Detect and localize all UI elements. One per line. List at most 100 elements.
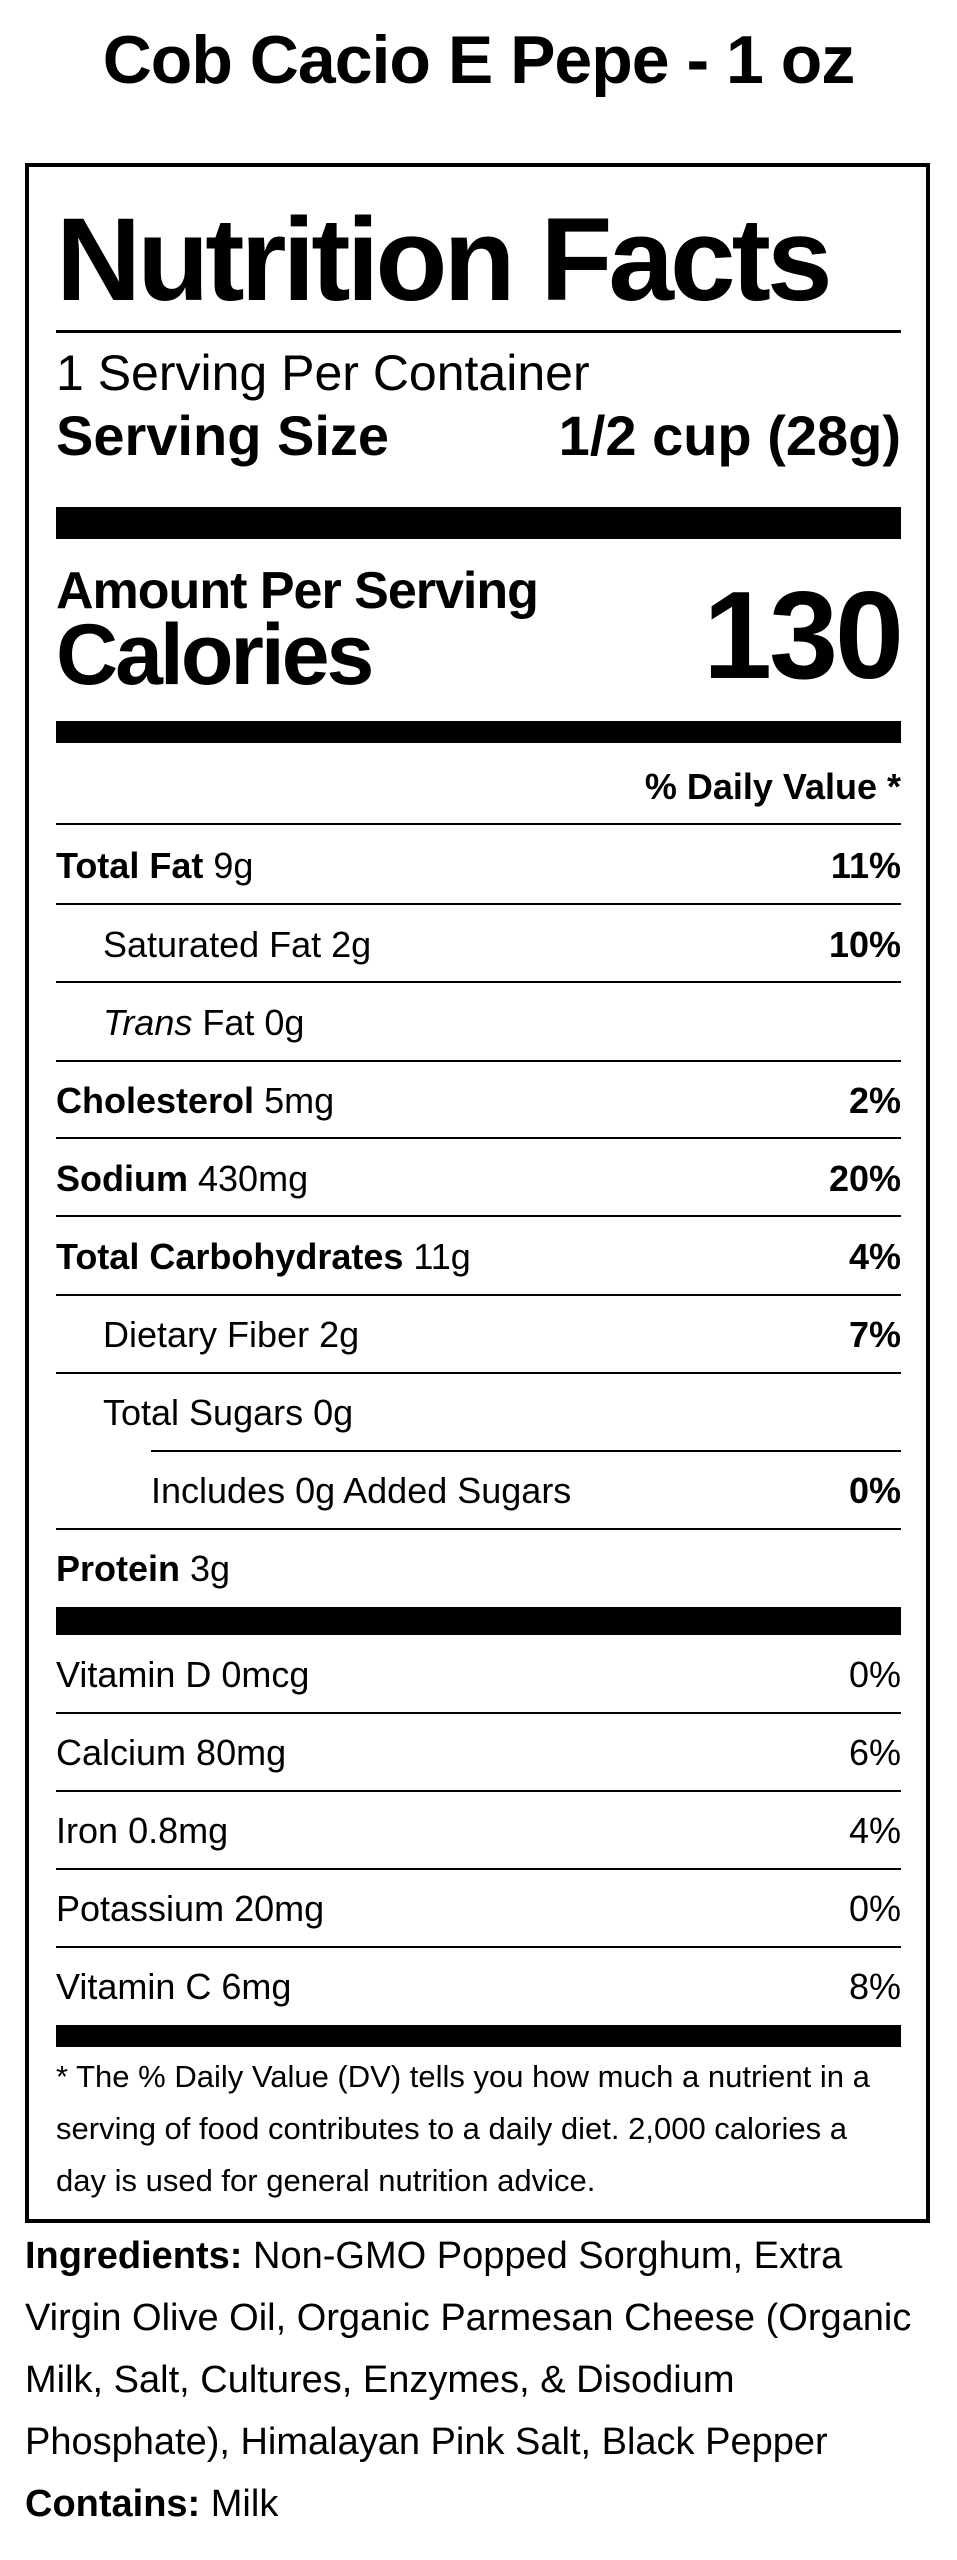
nutrient-amount: 2g — [331, 924, 372, 965]
nutrient-dv: 4% — [848, 1236, 901, 1277]
nutrient-row-sodium: Sodium 430mg 20% — [56, 1157, 901, 1201]
nutrient-amount: 9g — [213, 845, 254, 886]
nutrient-dv: 2% — [848, 1080, 901, 1121]
ingredients-text: Non-GMO Popped Sorghum, Extra — [253, 2235, 843, 2277]
product-title: Cob Cacio E Pepe - 1 oz — [102, 22, 856, 98]
nutrient-name: Total Carbohydrates — [56, 1236, 404, 1277]
nutrient-amount: 0g — [313, 1392, 354, 1433]
serving-size-row: Serving Size 1/2 cup (28g) — [56, 403, 901, 469]
divider — [56, 903, 901, 905]
nutrient-name: Saturated Fat — [103, 924, 322, 965]
vitamin-name: Vitamin C — [56, 1966, 212, 2007]
nutrient-name: Cholesterol — [56, 1080, 255, 1121]
divider — [56, 1868, 901, 1870]
thick-divider — [56, 1607, 901, 1635]
divider — [56, 1060, 901, 1062]
nutrient-dv: 7% — [848, 1314, 901, 1355]
vitamin-dv: 0% — [848, 1888, 901, 1929]
nutrient-row-dietary-fiber: Dietary Fiber 2g 7% — [56, 1313, 901, 1357]
vitamin-name: Vitamin D — [56, 1654, 212, 1695]
thick-divider — [56, 507, 901, 539]
ingredients-line: Phosphate), Himalayan Pink Salt, Black P… — [25, 2421, 828, 2463]
nutrient-name: Sodium — [56, 1158, 188, 1199]
vitamin-amount: 80mg — [196, 1732, 287, 1773]
contains-label: Contains: — [25, 2483, 201, 2525]
nutrient-row-trans-fat: Trans Fat 0g — [56, 1001, 901, 1045]
nutrient-suffix: Fat — [202, 1002, 255, 1043]
nutrient-row-total-sugars: Total Sugars 0g — [56, 1391, 901, 1435]
nutrient-name: Includes 0g Added Sugars — [151, 1470, 572, 1511]
vitamin-row-vitamin-c: Vitamin C 6mg 8% — [56, 1965, 901, 2009]
amount-per-serving: Amount Per Serving — [56, 562, 539, 620]
footnote-line: serving of food contributes to a daily d… — [56, 2111, 847, 2146]
nutrient-dv: 20% — [828, 1158, 901, 1199]
nutrient-name: Protein — [56, 1548, 181, 1589]
nutrient-dv: 11% — [830, 845, 901, 886]
divider — [56, 1712, 901, 1714]
vitamin-row-potassium: Potassium 20mg 0% — [56, 1887, 901, 1931]
ingredients-line: Virgin Olive Oil, Organic Parmesan Chees… — [25, 2297, 912, 2339]
nutrient-row-total-carbohydrates: Total Carbohydrates 11g 4% — [56, 1235, 901, 1279]
servings-per-container: 1 Serving Per Container — [56, 345, 590, 401]
vitamin-amount: 0.8mg — [128, 1810, 229, 1851]
divider — [56, 1528, 901, 1530]
vitamin-dv: 0% — [848, 1654, 901, 1695]
divider — [56, 1946, 901, 1948]
nutrient-row-cholesterol: Cholesterol 5mg 2% — [56, 1079, 901, 1123]
daily-value-header-row: % Daily Value * — [56, 765, 901, 809]
divider — [56, 1215, 901, 1217]
vitamin-amount: 6mg — [221, 1966, 292, 2007]
vitamin-dv: 6% — [848, 1732, 901, 1773]
nutrient-amount: 3g — [190, 1548, 231, 1589]
amount-per-serving-row: Amount Per Serving — [56, 561, 901, 621]
nutrient-dv: 10% — [828, 924, 901, 965]
footnote: * The % Daily Value (DV) tells you how m… — [56, 2051, 901, 2207]
calories-label: Calories — [56, 607, 374, 703]
nutrient-amount: 0g — [264, 1002, 305, 1043]
servings-per-container-row: 1 Serving Per Container — [56, 343, 901, 403]
vitamin-name: Iron — [56, 1810, 119, 1851]
vitamin-row-vitamin-d: Vitamin D 0mcg 0% — [56, 1653, 901, 1697]
nutrient-name: Total Sugars — [103, 1392, 304, 1433]
nutrient-name: Dietary Fiber — [103, 1314, 310, 1355]
calories-row: Calories — [56, 607, 901, 703]
divider — [56, 823, 901, 825]
nutrient-amount: 430mg — [198, 1158, 309, 1199]
thick-divider — [56, 2025, 901, 2047]
serving-size-value: 1/2 cup (28g) — [558, 404, 901, 467]
divider — [151, 1450, 901, 1452]
nutrition-facts-heading: Nutrition Facts — [56, 194, 833, 326]
thick-divider — [56, 721, 901, 743]
vitamin-dv: 4% — [848, 1810, 901, 1851]
nutrient-row-total-fat: Total Fat 9g 11% — [56, 844, 901, 888]
daily-value-header: % Daily Value * — [644, 766, 901, 807]
nutrient-row-saturated-fat: Saturated Fat 2g 10% — [56, 923, 901, 967]
vitamin-name: Potassium — [56, 1888, 225, 1929]
nutrient-amount: 5mg — [264, 1080, 335, 1121]
nutrient-amount: 2g — [319, 1314, 360, 1355]
nutrient-amount: 11g — [413, 1236, 471, 1277]
ingredients-section: Ingredients: Non-GMO Popped Sorghum, Ext… — [25, 2225, 930, 2535]
ingredients-line: Milk, Salt, Cultures, Enzymes, & Disodiu… — [25, 2359, 735, 2401]
divider — [56, 1137, 901, 1139]
vitamin-amount: 20mg — [234, 1888, 325, 1929]
vitamin-row-calcium: Calcium 80mg 6% — [56, 1731, 901, 1775]
footnote-line: day is used for general nutrition advice… — [56, 2163, 596, 2198]
nutrient-row-protein: Protein 3g — [56, 1547, 901, 1591]
nutrition-facts-panel: Nutrition Facts 1 Serving Per Container … — [25, 163, 930, 2223]
divider — [56, 1790, 901, 1792]
divider — [56, 981, 901, 983]
nutrient-name: Trans — [103, 1002, 193, 1043]
divider — [56, 1294, 901, 1296]
ingredients-line: Ingredients: Non-GMO Popped Sorghum, Ext… — [25, 2225, 930, 2287]
serving-size-label: Serving Size — [56, 404, 390, 467]
footnote-line: * The % Daily Value (DV) tells you how m… — [56, 2059, 870, 2094]
nutrient-row-added-sugars: Includes 0g Added Sugars 0% — [56, 1469, 901, 1513]
contains-line: Contains: Milk — [25, 2473, 930, 2535]
vitamin-row-iron: Iron 0.8mg 4% — [56, 1809, 901, 1853]
nutrient-dv: 0% — [848, 1470, 901, 1511]
contains-value: Milk — [210, 2483, 279, 2525]
vitamin-name: Calcium — [56, 1732, 187, 1773]
nutrient-name: Total Fat — [56, 845, 204, 886]
vitamin-dv: 8% — [848, 1966, 901, 2007]
